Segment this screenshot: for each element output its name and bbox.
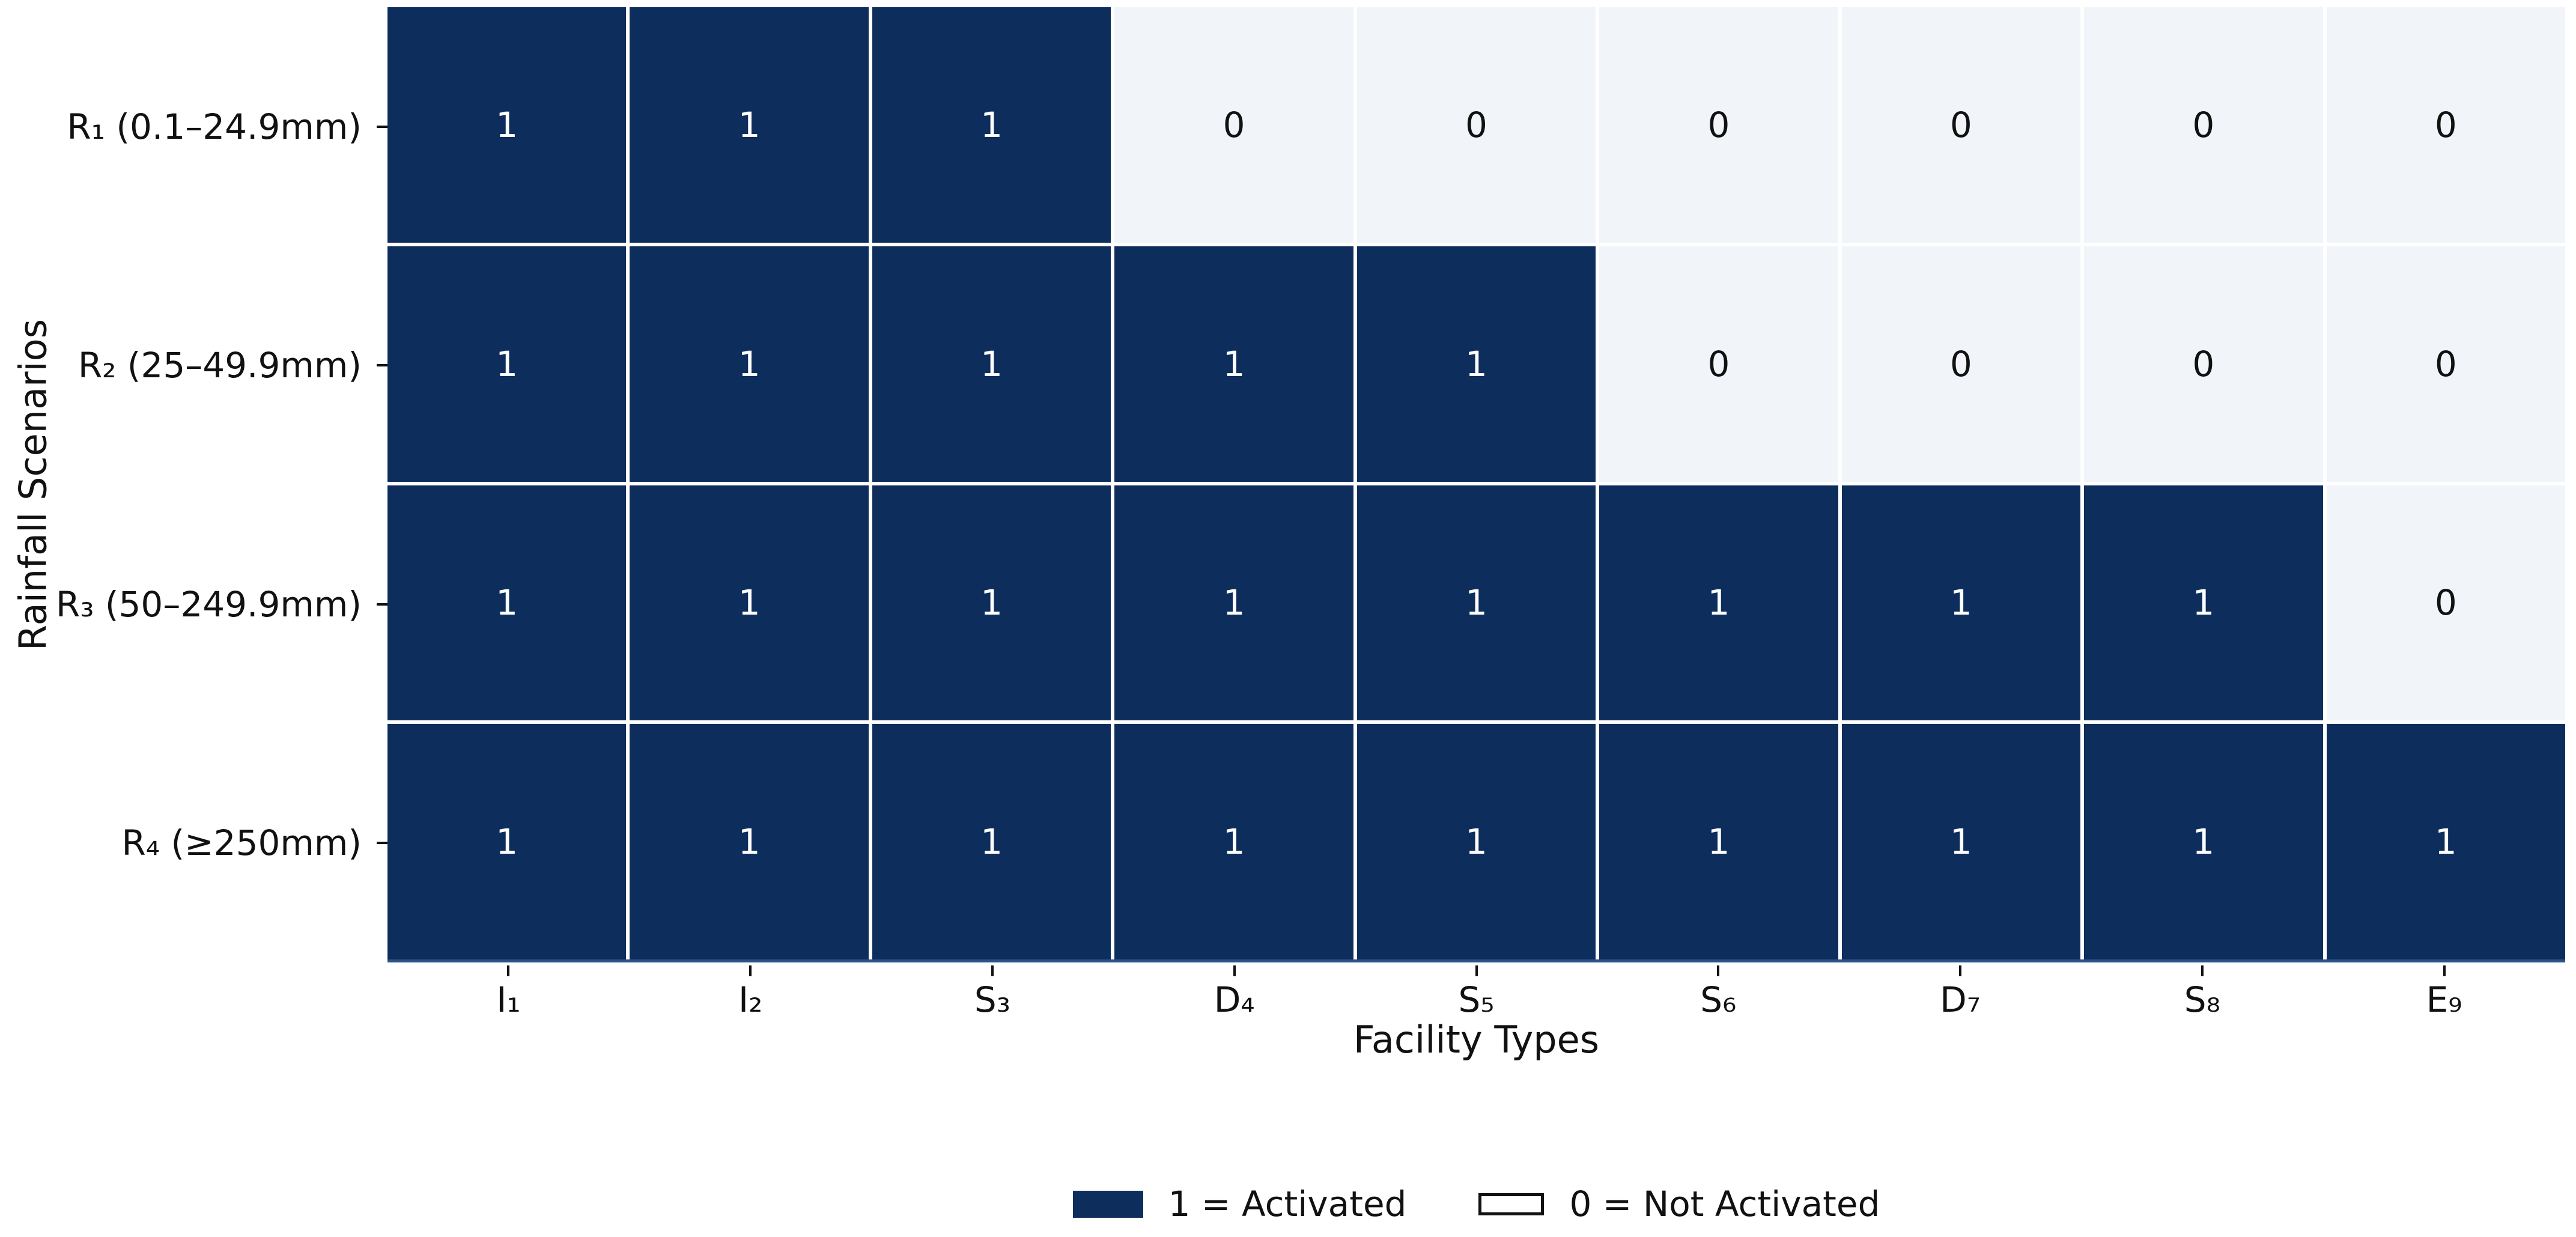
x-tick-label: S₈	[2184, 979, 2220, 1020]
x-tick-mark	[991, 965, 994, 976]
x-tick-label: I₂	[738, 979, 763, 1020]
x-tick-mark	[1959, 965, 1962, 976]
heatmap-cell-r2-d7: 0	[1841, 246, 2081, 482]
heatmap-cell-r2-s5: 1	[1356, 246, 1596, 482]
heatmap-cell-r4-i2: 1	[630, 724, 869, 959]
heatmap-cell-r3-e9: 0	[2326, 485, 2565, 721]
y-tick-labels: R₁ (0.1–24.9mm) R₂ (25–49.9mm) R₃ (50–24…	[0, 7, 368, 962]
heatmap-cell-r4-s8: 1	[2084, 724, 2323, 959]
y-tick-mark	[377, 842, 387, 845]
heatmap-cell-r2-i1: 1	[387, 246, 627, 482]
legend-label-not-activated: 0 = Not Activated	[1569, 1184, 1880, 1224]
y-tick-mark	[377, 125, 387, 128]
heatmap-cell-r3-s8: 1	[2084, 485, 2323, 721]
heatmap-cell-r2-s6: 0	[1599, 246, 1838, 482]
x-tick-label: D₄	[1214, 979, 1255, 1020]
x-tick-label: S₅	[1458, 979, 1495, 1020]
legend-swatch-activated-icon	[1072, 1190, 1143, 1218]
heatmap-cell-r3-s6: 1	[1599, 485, 1838, 721]
x-tick-mark	[2201, 965, 2204, 976]
x-tick-mark	[1233, 965, 1236, 976]
x-tick-label: S₆	[1700, 979, 1737, 1020]
heatmap-cell-r2-i2: 1	[630, 246, 869, 482]
heatmap-cell-r4-s3: 1	[872, 724, 1111, 959]
heatmap-cell-r3-s3: 1	[872, 485, 1111, 721]
x-tick-mark	[2443, 965, 2446, 976]
heatmap-cell-r4-d4: 1	[1114, 724, 1353, 959]
x-tick-label: I₁	[496, 979, 521, 1020]
heatmap-cell-r1-s6: 0	[1599, 7, 1838, 243]
heatmap-cell-r2-e9: 0	[2326, 246, 2565, 482]
heatmap-cell-r2-s3: 1	[872, 246, 1111, 482]
heatmap-cell-r1-s3: 1	[872, 7, 1111, 243]
heatmap-cell-r3-d4: 1	[1114, 485, 1353, 721]
x-tick-label: D₇	[1940, 979, 1981, 1020]
heatmap-cell-r4-s6: 1	[1599, 724, 1838, 959]
y-tick-mark	[377, 603, 387, 606]
x-tick-mark	[749, 965, 752, 976]
heatmap-cell-r3-d7: 1	[1841, 485, 2081, 721]
y-axis-ticks	[374, 7, 387, 962]
legend-item-activated: 1 = Activated	[1072, 1184, 1407, 1224]
heatmap-cell-r1-e9: 0	[2326, 7, 2565, 243]
y-tick-mark	[377, 364, 387, 367]
heatmap-cell-r1-d4: 0	[1114, 7, 1353, 243]
heatmap-grid: 1 1 1 0 0 0 0 0 0 1 1 1 1 1 0 0 0 0 1 1 …	[387, 7, 2565, 962]
x-tick-mark	[1475, 965, 1478, 976]
legend: 1 = Activated 0 = Not Activated	[387, 1172, 2565, 1236]
x-axis-ticks	[387, 965, 2565, 979]
heatmap-cell-r1-d7: 0	[1841, 7, 2081, 243]
x-tick-labels: I₁ I₂ S₃ D₄ S₅ S₆ D₇ S₈ E₉	[387, 979, 2565, 1024]
legend-item-not-activated: 0 = Not Activated	[1478, 1184, 1880, 1224]
heatmap-cell-r4-d7: 1	[1841, 724, 2081, 959]
x-tick-label: S₃	[974, 979, 1010, 1020]
heatmap-cell-r4-i1: 1	[387, 724, 627, 959]
heatmap-cell-r4-e9: 1	[2326, 724, 2565, 959]
heatmap-cell-r3-i2: 1	[630, 485, 869, 721]
x-axis-title: Facility Types	[1353, 1018, 1600, 1062]
legend-swatch-not-activated-icon	[1478, 1193, 1545, 1215]
y-tick-label: R₃ (50–249.9mm)	[55, 583, 362, 625]
heatmap-cell-r1-i1: 1	[387, 7, 627, 243]
y-tick-label: R₁ (0.1–24.9mm)	[67, 106, 362, 147]
heatmap-cell-r1-i2: 1	[630, 7, 869, 243]
x-tick-mark	[507, 965, 510, 976]
heatmap-cell-r1-s8: 0	[2084, 7, 2323, 243]
heatmap-cell-r1-s5: 0	[1356, 7, 1596, 243]
y-tick-label: R₂ (25–49.9mm)	[77, 345, 362, 386]
heatmap-cell-r2-s8: 0	[2084, 246, 2323, 482]
heatmap-cell-r2-d4: 1	[1114, 246, 1353, 482]
heatmap-cell-r3-i1: 1	[387, 485, 627, 721]
y-tick-label: R₄ (≥250mm)	[121, 822, 362, 864]
x-tick-label: E₉	[2426, 979, 2462, 1020]
legend-label-activated: 1 = Activated	[1168, 1184, 1407, 1224]
heatmap-cell-r4-s5: 1	[1356, 724, 1596, 959]
heatmap-cell-r3-s5: 1	[1356, 485, 1596, 721]
x-tick-mark	[1717, 965, 1720, 976]
